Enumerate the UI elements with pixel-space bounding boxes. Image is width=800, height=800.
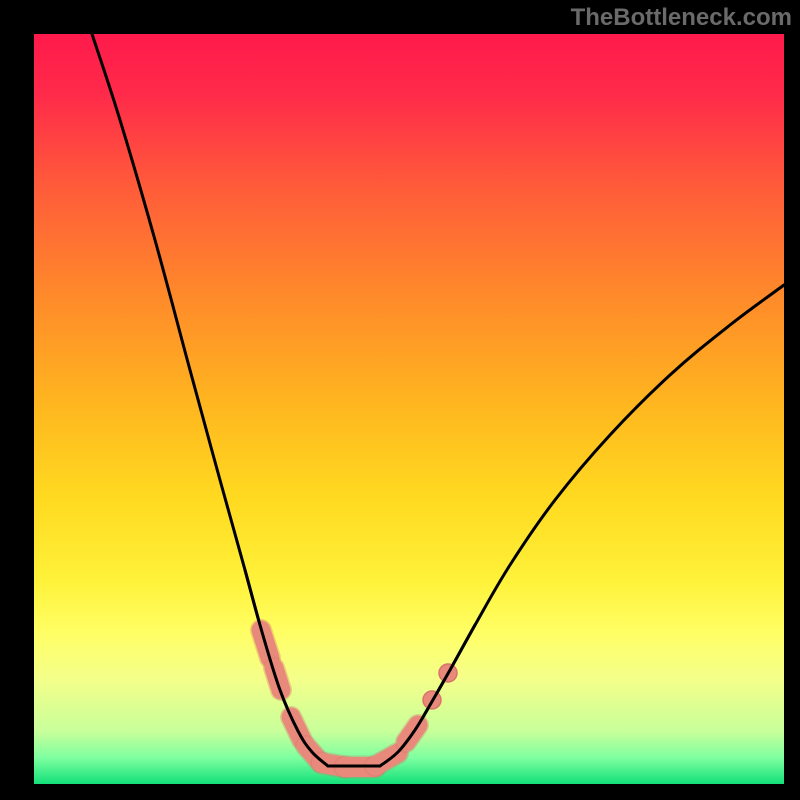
watermark-label: TheBottleneck.com xyxy=(571,4,792,32)
bottleneck-chart xyxy=(0,0,800,800)
plot-background xyxy=(34,34,784,784)
